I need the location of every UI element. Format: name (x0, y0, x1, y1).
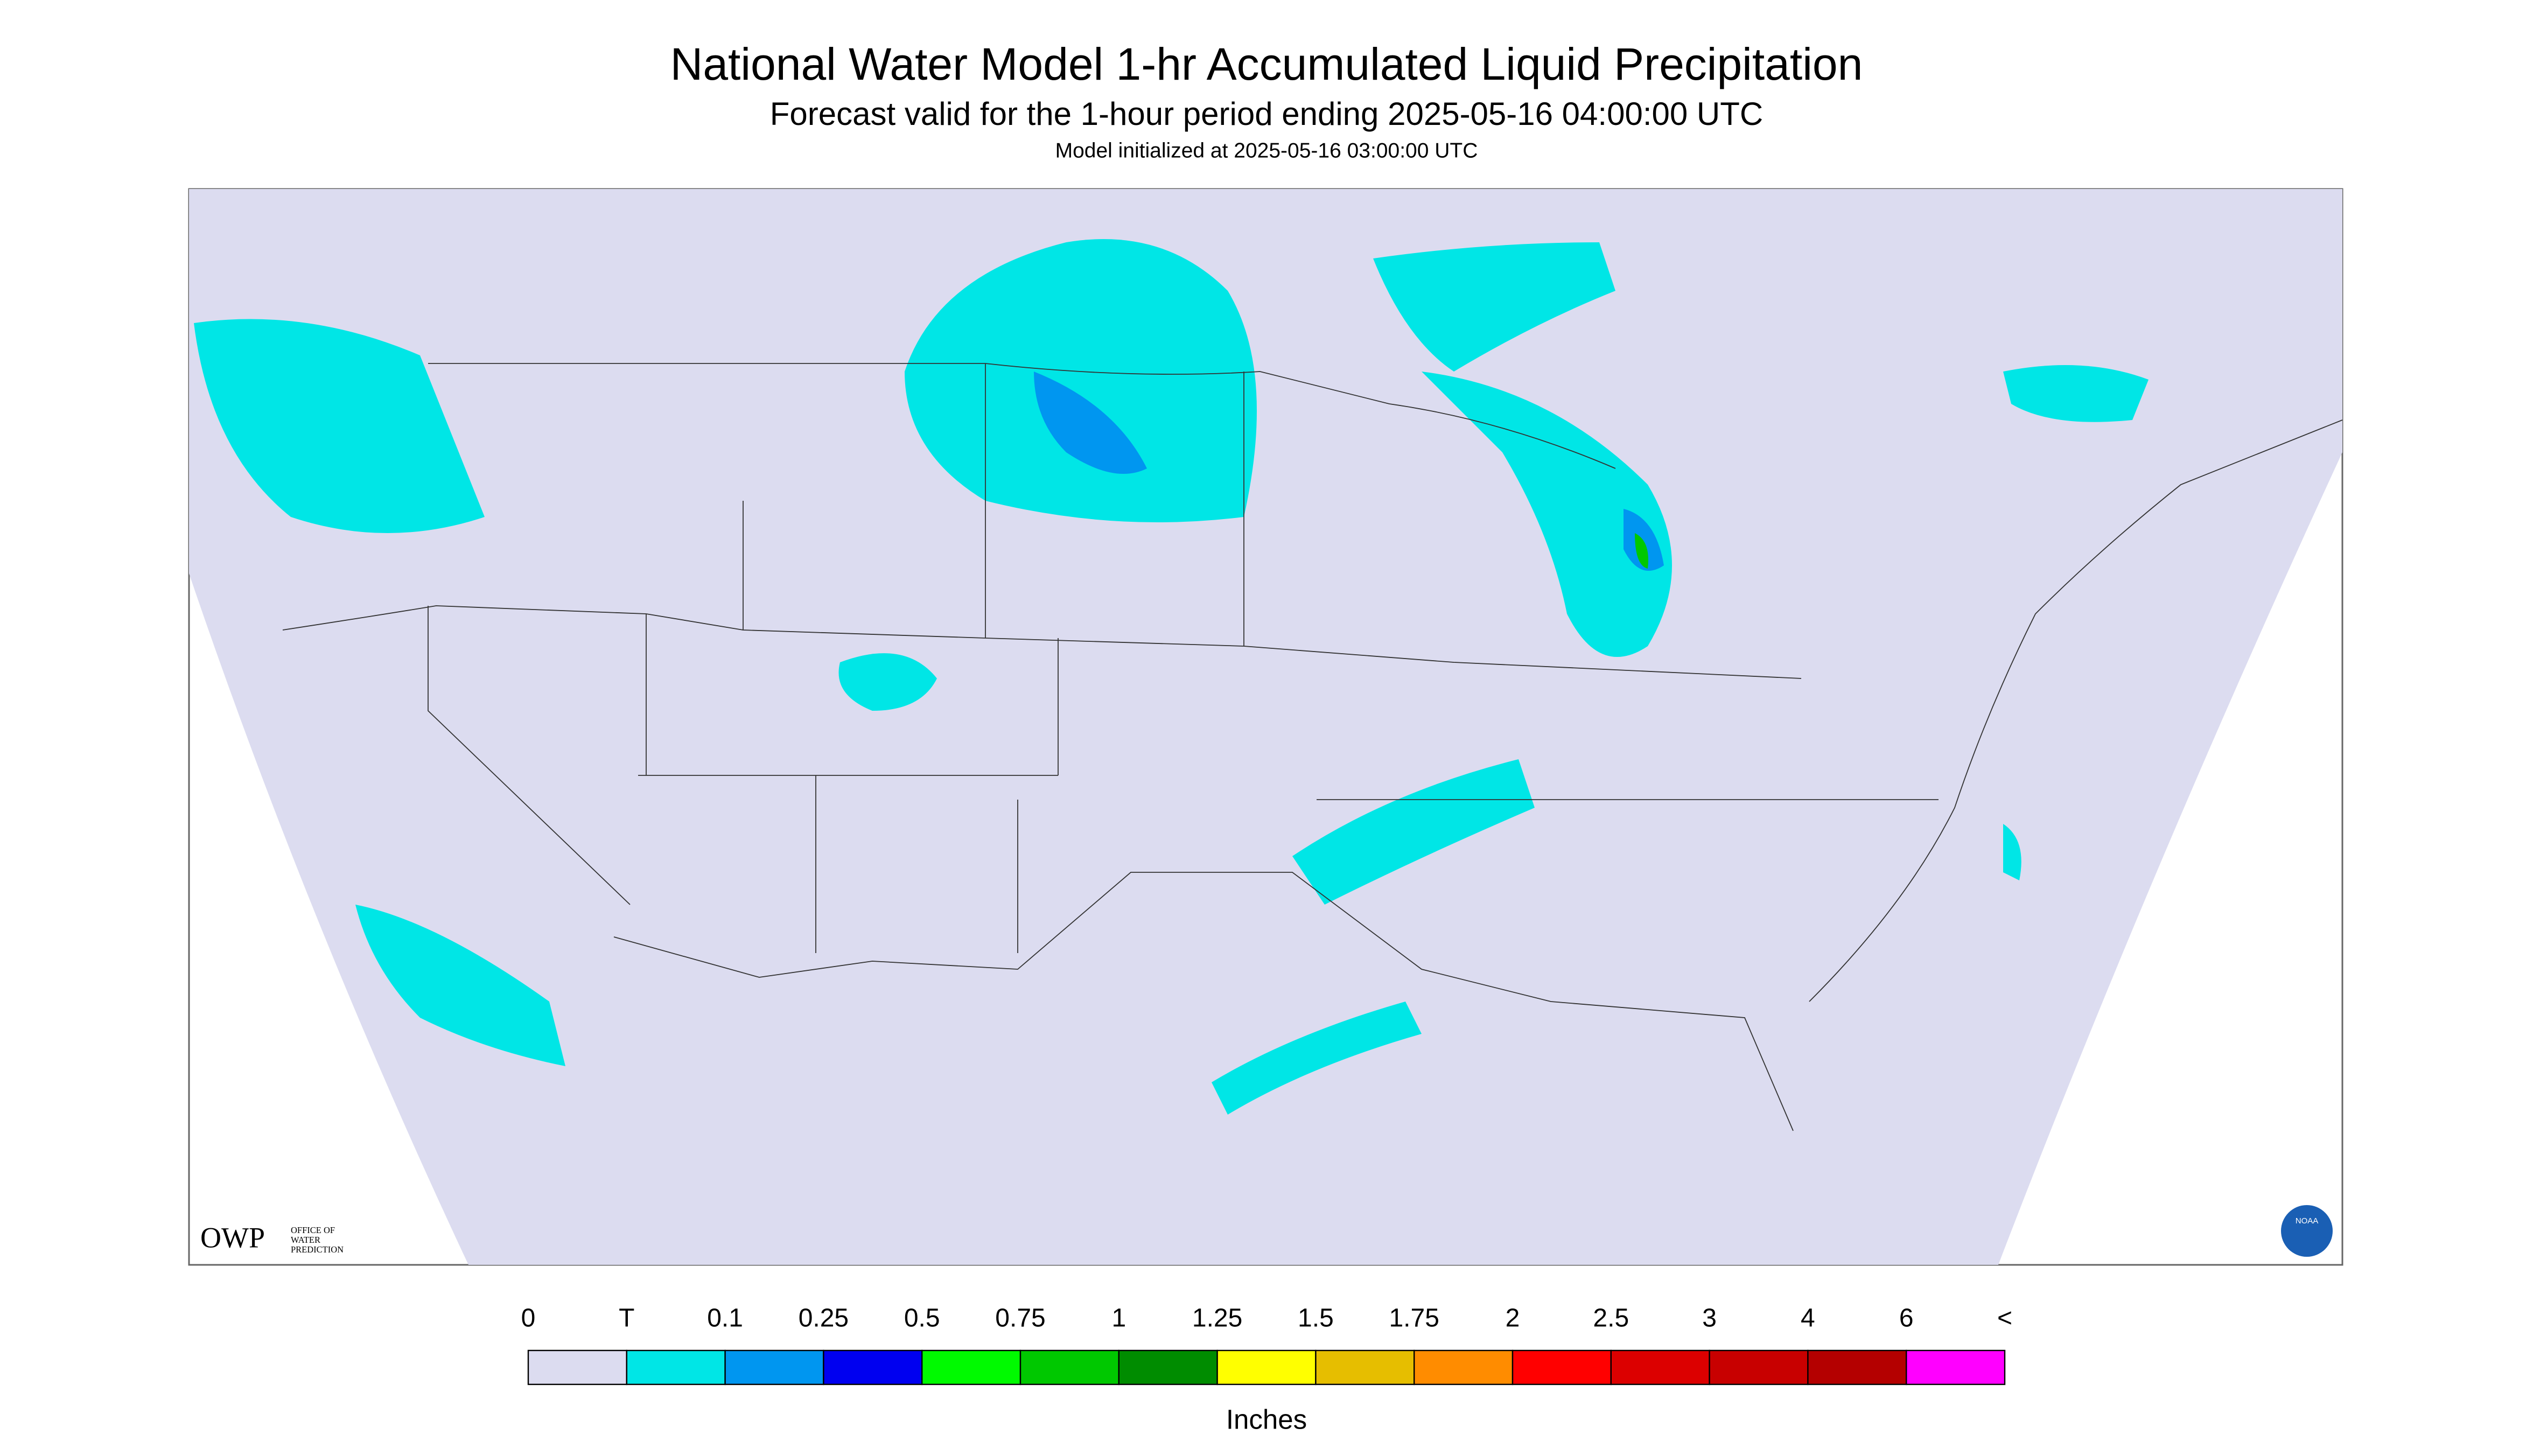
model-domain (189, 189, 2342, 1265)
colorbar-label: < (1997, 1304, 2012, 1333)
colorbar-bin (1118, 1349, 1218, 1385)
colorbar-label: 0 (521, 1304, 536, 1333)
owp-name: OFFICE OF (291, 1225, 335, 1235)
owp-name: WATER (291, 1235, 320, 1245)
colorbar-label: 3 (1702, 1304, 1717, 1333)
colorbar-label: 4 (1801, 1304, 1815, 1333)
colorbar-bin (626, 1349, 726, 1385)
init-time: Model initialized at 2025-05-16 03:00:00… (1055, 139, 1478, 162)
colorbar-label: 1.5 (1298, 1304, 1334, 1333)
colorbar-label: 2.5 (1593, 1304, 1629, 1333)
colorbar-bin (1414, 1349, 1514, 1385)
owp-logo: OWP OFFICE OF WATER PREDICTION (200, 1221, 344, 1254)
colorbar-bin (1709, 1349, 1809, 1385)
colorbar-bin (823, 1349, 923, 1385)
colorbar-bin (1610, 1349, 1710, 1385)
colorbar-label: 6 (1899, 1304, 1914, 1333)
colorbar-bin (1216, 1349, 1317, 1385)
noaa-circle (2281, 1205, 2333, 1257)
noaa-text: NOAA (2296, 1216, 2319, 1226)
colorbar: Inches 0 T 0.1 0.25 0.5 0.75 1 1.25 1.5 1.75 2 2.5 3… (521, 1304, 2012, 1435)
colorbar-label: 1.25 (1192, 1304, 1242, 1333)
colorbar-bin (724, 1349, 824, 1385)
colorbar-bin (1905, 1349, 2006, 1385)
colorbar-label: 0.5 (904, 1304, 940, 1333)
subtitle: Forecast valid for the 1-hour period end… (770, 96, 1763, 132)
colorbar-bin (921, 1349, 1021, 1385)
colorbar-label: 0.75 (995, 1304, 1045, 1333)
map (188, 188, 2343, 1266)
colorbar-bin (1019, 1349, 1120, 1385)
colorbar-bin (527, 1349, 628, 1385)
owp-logo-text: OWP (200, 1221, 265, 1254)
colorbar-label: 1.75 (1389, 1304, 1439, 1333)
colorbar-label: 0.25 (799, 1304, 849, 1333)
colorbar-label: T (619, 1304, 634, 1333)
colorbar-bin (1315, 1349, 1415, 1385)
colorbar-label: 1 (1111, 1304, 1126, 1333)
colorbar-label: 0.1 (707, 1304, 743, 1333)
precip-areas (194, 239, 2149, 1115)
owp-name: PREDICTION (291, 1244, 344, 1255)
boundaries (282, 363, 2343, 1131)
colorbar-unit: Inches (1226, 1404, 1307, 1434)
colorbar-label: 2 (1506, 1304, 1520, 1333)
title: National Water Model 1-hr Accumulated Li… (670, 39, 1863, 89)
colorbar-bin (1512, 1349, 1612, 1385)
noaa-logo: NOAA (2281, 1205, 2333, 1257)
colorbar-bin (1807, 1349, 1907, 1385)
